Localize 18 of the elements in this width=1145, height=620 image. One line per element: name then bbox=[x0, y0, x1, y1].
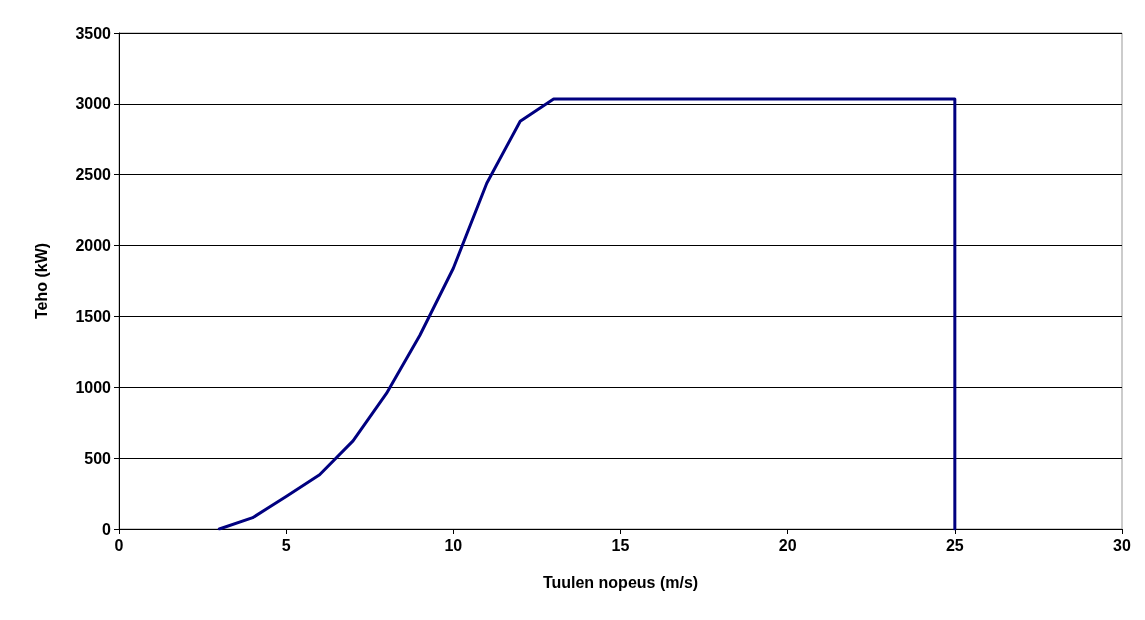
y-tick-label: 1000 bbox=[75, 378, 112, 396]
y-axis-title: Teho (kW) bbox=[32, 242, 50, 320]
y-tick-label: 3000 bbox=[75, 95, 112, 113]
x-tick-label: 0 bbox=[114, 536, 124, 554]
y-tick-label: 1500 bbox=[75, 307, 112, 325]
y-tick-label: 2500 bbox=[75, 166, 112, 184]
x-axis-title: Tuulen nopeus (m/s) bbox=[542, 573, 699, 591]
x-tick-label: 25 bbox=[945, 536, 964, 554]
x-tick-label: 5 bbox=[281, 536, 291, 554]
y-tick-label: 500 bbox=[84, 449, 112, 467]
y-tick-label: 2000 bbox=[75, 237, 112, 255]
line-series bbox=[217, 97, 957, 531]
x-tick-label: 10 bbox=[444, 536, 463, 554]
y-tick-label: 3500 bbox=[75, 24, 112, 42]
y-tick-label: 0 bbox=[102, 520, 112, 538]
x-tick-label: 30 bbox=[1113, 536, 1131, 554]
x-tick-label: 20 bbox=[778, 536, 797, 554]
x-tick-label: 15 bbox=[611, 536, 630, 554]
